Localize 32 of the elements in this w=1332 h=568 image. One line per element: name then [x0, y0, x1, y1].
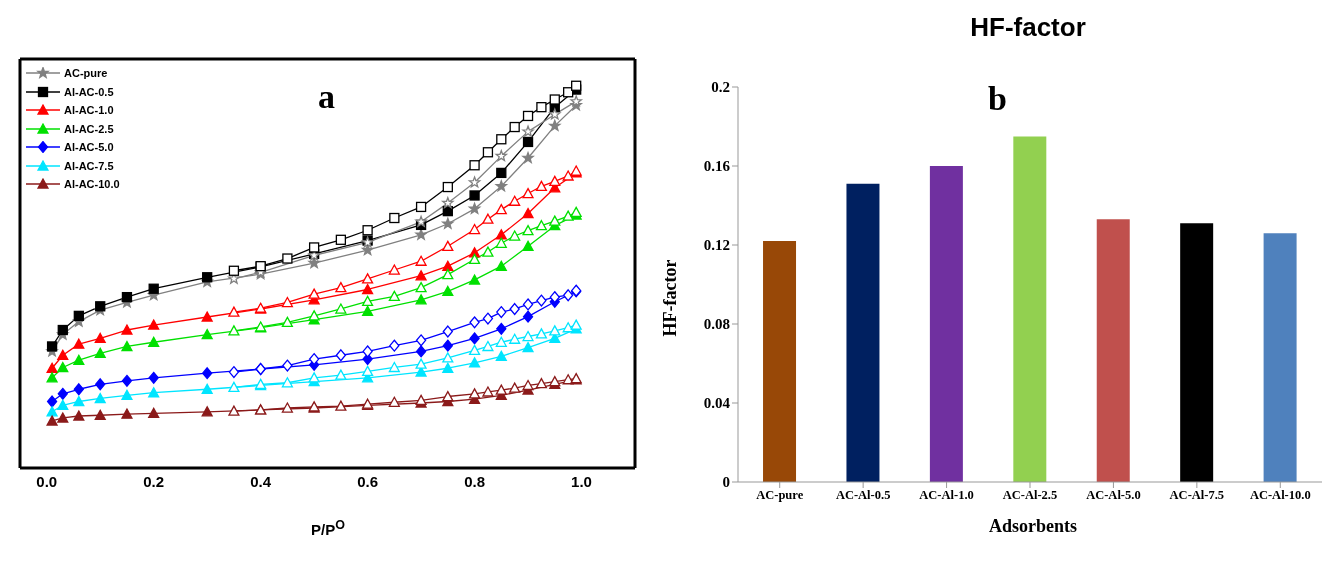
x-tick-label: AC-pure [756, 487, 804, 502]
legend-label: AC-pure [64, 66, 108, 81]
x-tick-label: 0.0 [36, 472, 58, 490]
y-tick-label: 0.16 [703, 158, 731, 175]
legend-label: Al-AC-7.5 [64, 158, 114, 174]
legend-label: Al-AC-1.0 [64, 103, 114, 118]
x-tick-label: 0.2 [143, 472, 165, 490]
x-axis-title: P/P$^{O}$ [310, 518, 346, 538]
annotation: b [988, 80, 1007, 118]
legend-label: Al-AC-10.0 [64, 177, 120, 192]
annotation: a [318, 78, 335, 116]
x-tick-label: AC-Al-7.5 [1169, 487, 1225, 502]
x-tick-label: AC-Al-10.0 [1249, 487, 1311, 502]
y-axis-title: HF-factor [659, 259, 681, 337]
chart-title: HF-factor [969, 11, 1087, 44]
x-tick-label: AC-Al-5.0 [1086, 487, 1141, 502]
x-tick-label: AC-Al-1.0 [919, 487, 974, 502]
legend-label: Al-AC-5.0 [64, 140, 114, 155]
y-tick-label: 0.12 [703, 237, 730, 254]
legend-label: Al-AC-0.5 [64, 84, 114, 100]
y-tick-label: 0.08 [703, 316, 730, 333]
legend-label: Al-AC-2.5 [64, 121, 114, 137]
y-tick-label: 0.2 [711, 79, 730, 96]
x-tick-label: 1.0 [571, 472, 592, 490]
x-tick-label: AC-Al-2.5 [1002, 487, 1058, 502]
x-tick-label: 0.6 [357, 472, 379, 490]
y-tick-label: 0.04 [703, 395, 731, 412]
x-tick-label: AC-Al-0.5 [835, 487, 891, 502]
x-tick-label: 0.8 [464, 472, 485, 490]
x-tick-label: 0.4 [250, 472, 272, 490]
y-tick-label: 0 [722, 474, 730, 491]
x-axis-title: Adsorbents [988, 516, 1078, 537]
